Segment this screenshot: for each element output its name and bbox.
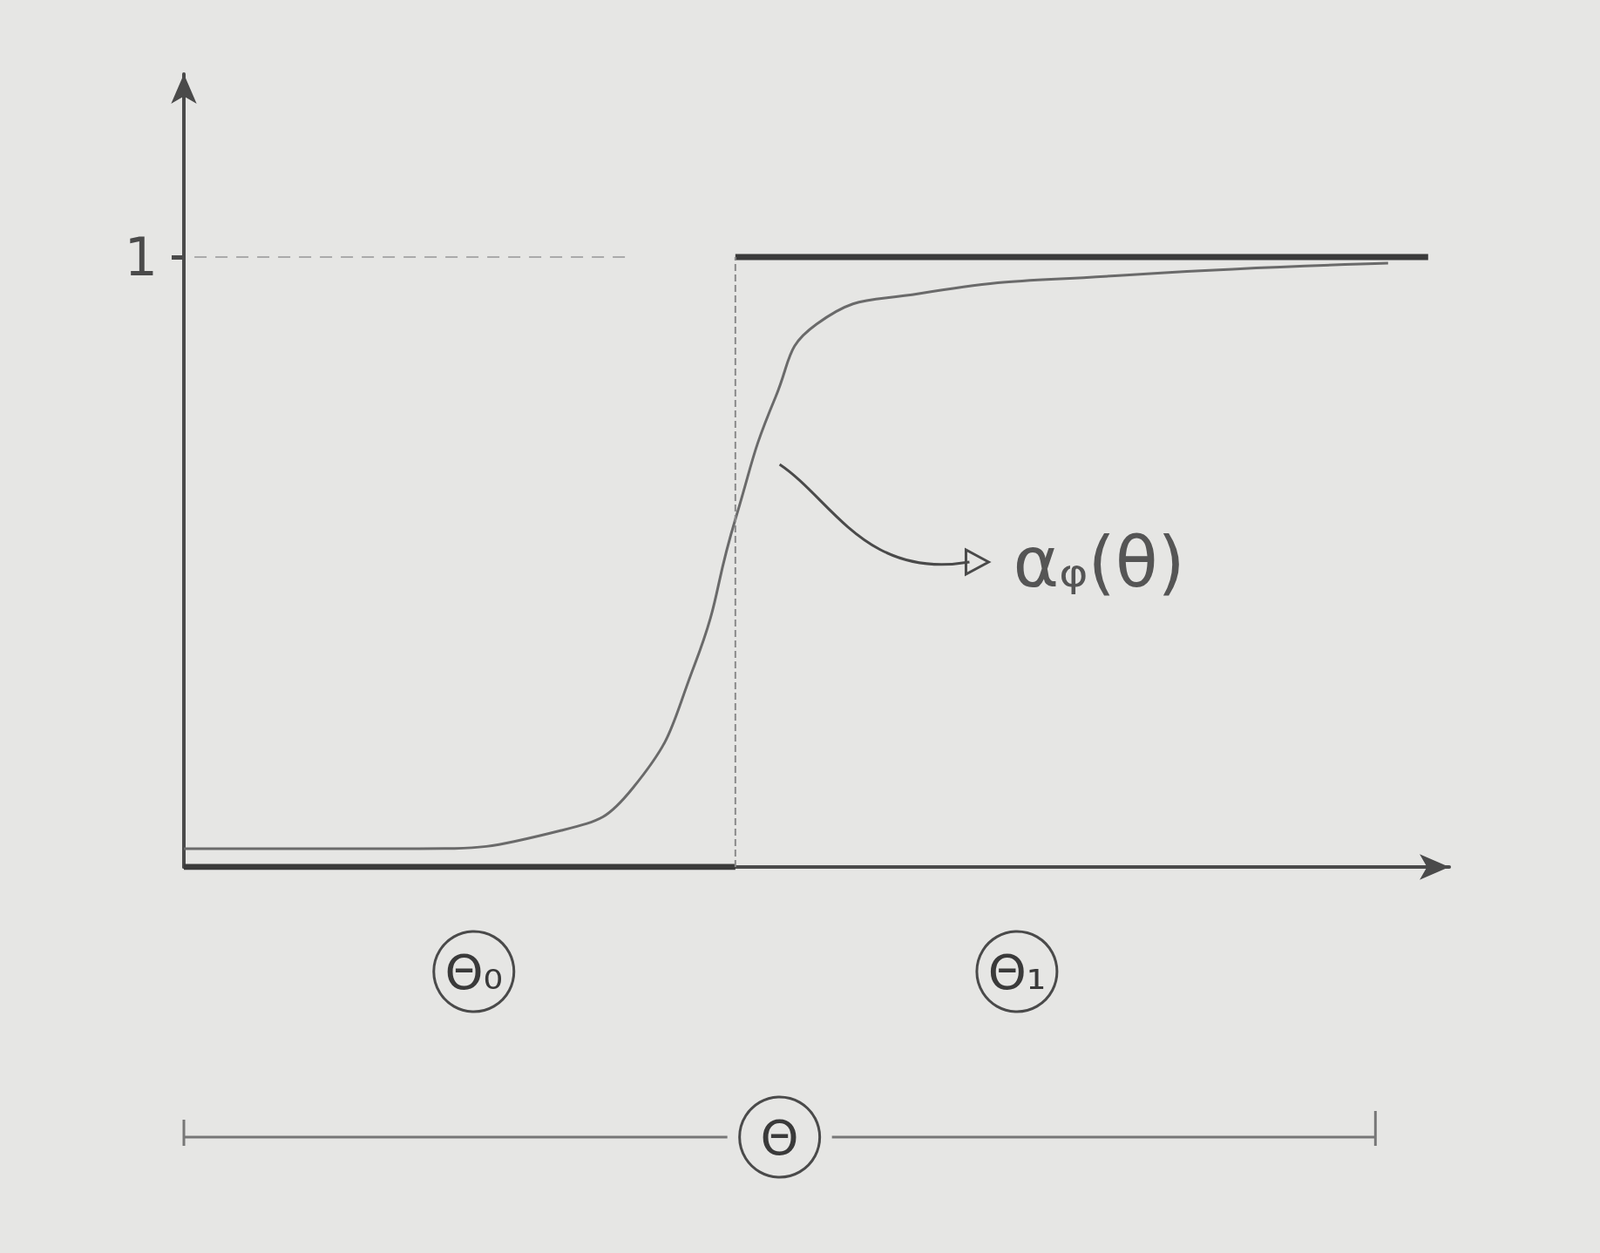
svg-text:Θ₀: Θ₀ [444,943,503,1001]
svg-text:1: 1 [124,226,158,288]
svg-text:αᵩ(θ): αᵩ(θ) [1012,522,1185,604]
svg-text:Θ: Θ [760,1109,800,1167]
svg-text:Θ₁: Θ₁ [988,943,1047,1001]
